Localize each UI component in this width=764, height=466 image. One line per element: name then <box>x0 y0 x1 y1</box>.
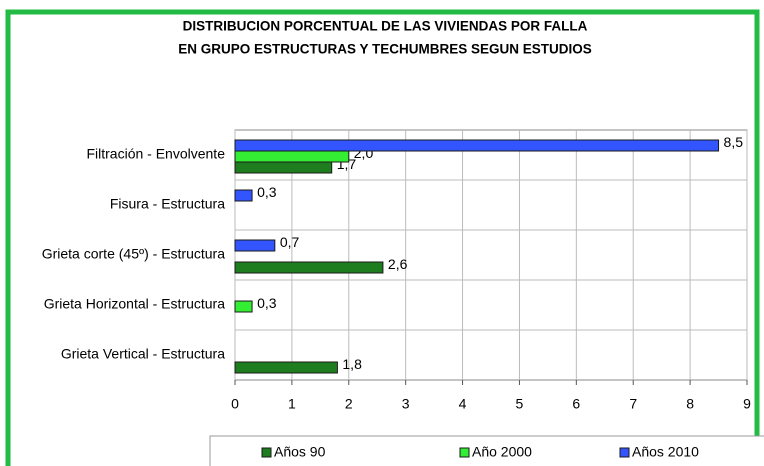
x-tick-label: 1 <box>288 396 296 412</box>
bar <box>234 261 384 274</box>
chart-title: DISTRIBUCION PORCENTUAL DE LAS VIVIENDAS… <box>183 19 588 34</box>
y-tick-label: Grieta corte (45º) - Estructura <box>42 246 225 262</box>
legend-swatch <box>619 447 630 458</box>
x-tick-label: 2 <box>345 396 353 412</box>
x-tick-label: 5 <box>516 396 524 412</box>
x-tick-label: 8 <box>686 396 694 412</box>
y-tick-label: Fisura - Estructura <box>110 196 225 212</box>
bar <box>234 139 720 152</box>
value-label: 1,8 <box>342 356 362 372</box>
legend-label: Años 2010 <box>632 444 699 460</box>
frame <box>5 9 760 466</box>
x-tick-label: 0 <box>231 396 239 412</box>
x-tick-label: 3 <box>402 396 410 412</box>
value-label: 0,3 <box>257 295 277 311</box>
value-label: 2,6 <box>388 256 408 272</box>
bar <box>234 361 338 374</box>
y-tick-label: Filtración - Envolvente <box>86 146 225 162</box>
bar <box>234 161 333 174</box>
bar <box>234 150 350 163</box>
x-tick-label: 6 <box>572 396 580 412</box>
value-label: 8,5 <box>724 134 744 150</box>
value-label: 0,7 <box>280 234 300 250</box>
legend-swatch <box>459 447 470 458</box>
y-tick-label: Grieta Horizontal - Estructura <box>44 296 225 312</box>
bar <box>234 239 276 252</box>
legend-label: Años 90 <box>274 444 326 460</box>
x-tick-label: 7 <box>629 396 637 412</box>
bar <box>234 300 253 313</box>
legend-box <box>209 435 764 466</box>
value-label: 0,3 <box>257 184 277 200</box>
y-tick-label: Grieta Vertical - Estructura <box>61 346 225 362</box>
legend-label: Año 2000 <box>472 444 532 460</box>
chart-title: EN GRUPO ESTRUCTURAS Y TECHUMBRES SEGUN … <box>178 42 592 57</box>
bar <box>234 189 253 202</box>
x-tick-label: 4 <box>459 396 467 412</box>
x-tick-label: 9 <box>743 396 751 412</box>
legend-swatch <box>261 447 272 458</box>
